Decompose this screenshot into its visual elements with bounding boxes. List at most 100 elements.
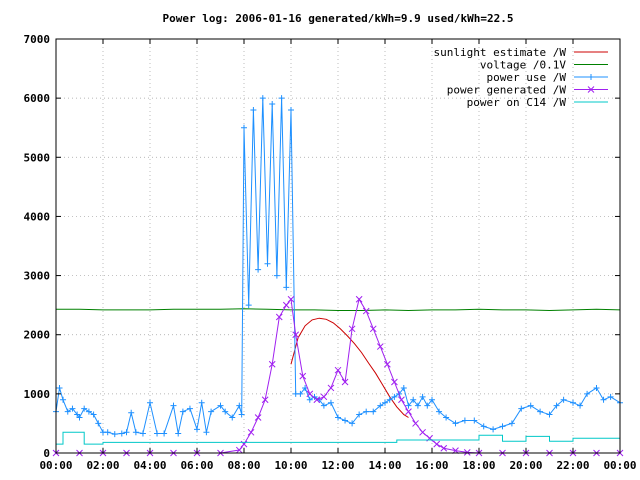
- data-point-power-generated-w: [275, 313, 283, 321]
- data-point-power-generated-w: [348, 325, 356, 333]
- data-point-power-use-w: [278, 95, 285, 102]
- data-point-power-generated-w: [433, 440, 441, 448]
- data-point-power-use-w: [471, 417, 478, 424]
- data-point-power-generated-w: [383, 360, 391, 368]
- data-point-power-use-w: [356, 411, 363, 418]
- data-point-power-use-w: [377, 402, 384, 409]
- data-point-power-use-w: [81, 405, 88, 412]
- data-point-power-generated-w: [405, 408, 412, 415]
- series-layer: [52, 95, 624, 457]
- data-point-power-use-w: [238, 411, 245, 418]
- data-point-power-use-w: [410, 396, 417, 403]
- x-tick-label: 22:00: [556, 459, 589, 472]
- data-point-power-use-w: [217, 402, 224, 409]
- data-point-power-use-w: [297, 390, 304, 397]
- data-point-power-generated-w: [268, 360, 276, 368]
- data-point-power-use-w: [306, 396, 313, 403]
- data-point-power-generated-w: [412, 420, 419, 427]
- data-point-power-use-w: [400, 384, 407, 391]
- data-point-power-generated-w: [463, 449, 471, 456]
- data-point-power-use-w: [593, 384, 600, 391]
- y-tick-label: 6000: [24, 92, 51, 105]
- data-point-power-use-w: [327, 399, 334, 406]
- data-point-power-use-w: [259, 95, 266, 102]
- data-point-power-use-w: [577, 402, 584, 409]
- data-point-power-use-w: [414, 402, 421, 409]
- y-tick-label: 1000: [24, 388, 51, 401]
- data-point-power-use-w: [95, 420, 102, 427]
- data-point-power-use-w: [203, 429, 210, 436]
- data-point-power-use-w: [288, 106, 294, 113]
- legend-label-power-on-c14-w: power on C14 /W: [467, 96, 567, 109]
- series-power-on-c14-w: [56, 431, 620, 445]
- data-point-power-use-w: [90, 411, 97, 418]
- y-tick-label: 7000: [24, 33, 51, 46]
- data-point-power-use-w: [255, 266, 262, 273]
- data-point-power-generated-w: [440, 444, 448, 452]
- y-tick-label: 2000: [24, 329, 51, 342]
- x-tick-label: 16:00: [415, 459, 448, 472]
- series-power-generated-w: [52, 295, 624, 457]
- data-point-power-use-w: [461, 417, 468, 424]
- data-point-power-generated-w: [247, 428, 255, 436]
- x-tick-label: 14:00: [368, 459, 401, 472]
- x-tick-label: 04:00: [133, 459, 166, 472]
- data-point-power-use-w: [85, 408, 92, 415]
- data-point-power-use-w: [518, 405, 525, 412]
- data-point-power-use-w: [147, 399, 153, 406]
- x-tick-label: 00:00: [603, 459, 636, 472]
- data-point-power-use-w: [546, 411, 553, 418]
- data-point-power-generated-w: [376, 343, 384, 350]
- data-point-power-generated-w: [391, 378, 398, 386]
- data-point-power-use-w: [139, 430, 146, 437]
- data-point-power-use-w: [537, 408, 544, 415]
- data-point-power-use-w: [76, 414, 83, 421]
- data-point-power-use-w: [250, 106, 257, 113]
- y-axis: 0 1000 2000 3000 4000 5000 6000 7000: [24, 33, 620, 460]
- data-point-power-generated-w: [299, 372, 307, 380]
- data-point-power-use-w: [386, 396, 393, 403]
- data-point-power-use-w: [382, 399, 388, 406]
- series-line-voltage-0-1v: [56, 308, 621, 312]
- data-point-power-use-w: [499, 423, 506, 430]
- data-point-power-use-w: [560, 396, 567, 403]
- data-point-power-use-w: [194, 426, 200, 433]
- data-point-power-use-w: [391, 393, 398, 400]
- data-point-power-use-w: [186, 405, 193, 412]
- data-point-power-use-w: [123, 429, 130, 436]
- data-point-power-generated-w: [419, 428, 426, 436]
- data-point-power-use-w: [443, 414, 450, 421]
- data-point-power-generated-w: [287, 295, 295, 303]
- x-tick-label: 02:00: [86, 459, 119, 472]
- data-point-power-generated-w: [282, 301, 290, 309]
- data-point-power-use-w: [175, 430, 182, 437]
- data-point-power-use-w: [342, 417, 349, 424]
- data-point-power-use-w: [111, 431, 118, 438]
- x-axis: 00:00 02:00 04:00 06:00 08:00 10:00 12:00 14:00…: [39, 39, 637, 472]
- data-point-power-use-w: [132, 429, 139, 436]
- data-point-power-use-w: [429, 396, 435, 403]
- chart-title: Power log: 2006-01-16 generated/kWh=9.9 …: [163, 12, 514, 25]
- data-point-power-use-w: [370, 408, 377, 415]
- data-point-power-use-w: [128, 409, 135, 416]
- series-line-power-generated-w: [56, 297, 620, 454]
- series-line-sunlight-estimate-w: [290, 317, 409, 418]
- data-point-power-use-w: [60, 396, 67, 403]
- data-point-power-use-w: [264, 260, 271, 267]
- legend-label-power-generated-w: power generated /W: [447, 84, 567, 97]
- grid-lines: [56, 39, 620, 453]
- data-point-power-use-w: [419, 393, 426, 400]
- legend-label-sunlight-estimate-w: sunlight estimate /W: [434, 46, 567, 59]
- data-point-power-generated-w: [369, 325, 377, 333]
- x-tick-label: 10:00: [274, 459, 307, 472]
- data-point-power-use-w: [349, 420, 356, 427]
- data-point-power-use-w: [269, 101, 276, 108]
- data-point-power-generated-w: [334, 366, 342, 374]
- data-point-power-use-w: [584, 390, 591, 397]
- data-point-power-use-w: [118, 430, 125, 437]
- x-tick-label: 18:00: [462, 459, 495, 472]
- legend-marker-power-generated-w: [587, 86, 595, 93]
- series-voltage-0-1v: [56, 308, 621, 312]
